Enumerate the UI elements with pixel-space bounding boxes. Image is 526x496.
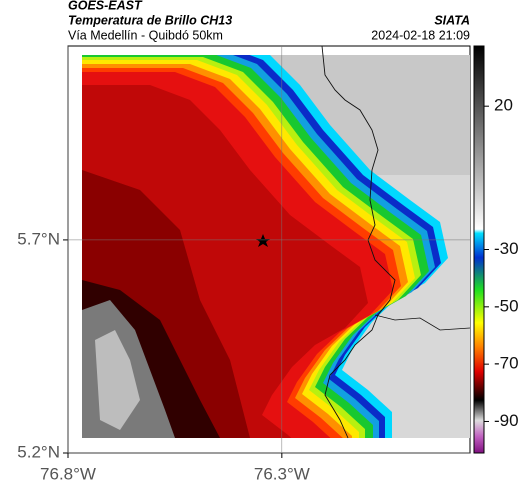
- coastline: [321, 45, 396, 439]
- lon-tick-label: 76.8°W: [40, 464, 96, 483]
- lon-tick-label: 76.3°W: [254, 464, 310, 483]
- colorbar-tick-label: -30: [494, 239, 519, 258]
- cold-core: [95, 330, 140, 430]
- border: [374, 314, 471, 331]
- timestamp: 2024-02-18 21:09: [371, 28, 470, 42]
- product: Temperatura de Brillo CH13: [68, 13, 232, 27]
- colorbar: [473, 45, 485, 454]
- colorbar-tick-label: -70: [494, 354, 519, 373]
- lat-tick-label: 5.7°N: [17, 229, 60, 248]
- agency: SIATA: [434, 13, 470, 27]
- source: GOES-EAST: [68, 0, 143, 12]
- location-star: [256, 234, 270, 247]
- colorbar-tick-label: 20: [494, 96, 513, 115]
- satellite-image: [82, 55, 470, 438]
- lat-tick-label: 5.2°N: [17, 442, 60, 461]
- colorbar-tick-label: -90: [494, 411, 519, 430]
- route: Vía Medellín - Quibdó 50km: [68, 28, 223, 42]
- colorbar-tick-label: -50: [494, 296, 519, 315]
